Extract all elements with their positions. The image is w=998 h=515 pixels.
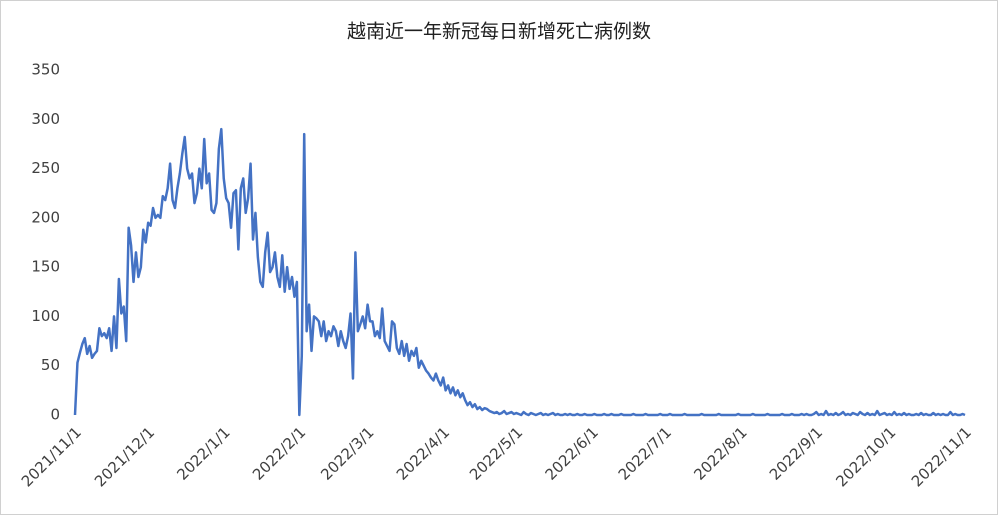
chart-title: 越南近一年新冠每日新增死亡病例数 xyxy=(347,21,651,43)
y-tick-label: 150 xyxy=(31,258,60,276)
y-tick-label: 250 xyxy=(31,159,60,177)
y-tick-label: 0 xyxy=(50,406,60,424)
data-line xyxy=(73,127,966,417)
y-tick-label: 300 xyxy=(31,110,60,128)
y-tick-label: 50 xyxy=(41,356,60,374)
y-tick-label: 100 xyxy=(31,307,60,325)
y-tick-label: 200 xyxy=(31,208,60,226)
y-tick-label: 350 xyxy=(31,61,60,79)
